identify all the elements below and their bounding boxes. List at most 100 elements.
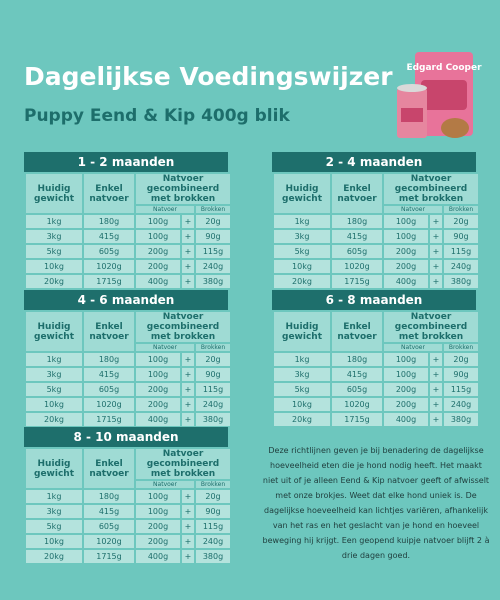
cell: 380g xyxy=(444,275,479,288)
cell: 1715g xyxy=(332,275,382,288)
cell: + xyxy=(182,215,194,228)
note: Deze richtlijnen geven je bij benadering… xyxy=(262,446,490,560)
cell: 200g xyxy=(136,260,180,273)
cell: 400g xyxy=(384,275,428,288)
cell: 5kg xyxy=(274,383,330,396)
table-title: 4 - 6 maanden xyxy=(24,290,228,310)
cell: 200g xyxy=(384,398,428,411)
cell: 20g xyxy=(196,490,231,503)
cell: 380g xyxy=(444,413,479,426)
cell: 10kg xyxy=(26,535,82,548)
cell: 1020g xyxy=(84,535,134,548)
data-row: 1kg 180g 100g +20g xyxy=(26,490,231,503)
subcolumn-header: Natvoer xyxy=(136,344,194,351)
cell: 100g xyxy=(384,353,428,366)
cell: 400g xyxy=(136,550,180,563)
cell: 200g xyxy=(384,245,428,258)
cell: + xyxy=(182,383,194,396)
cell: + xyxy=(182,275,194,288)
data-row: 5kg 605g 200g +115g xyxy=(26,383,231,396)
title: Dagelijkse Voedingswijzer xyxy=(24,62,393,91)
cell: + xyxy=(430,368,442,381)
subcolumn-header: Brokken xyxy=(444,206,479,213)
cell: 1kg xyxy=(274,353,330,366)
cell: 10kg xyxy=(26,398,82,411)
table-title: 2 - 4 maanden xyxy=(272,152,476,172)
table-grid: Huidig gewicht Enkel natvoer Natvoer gecom… xyxy=(272,310,480,428)
subcolumn-header: Natvoer xyxy=(136,481,194,488)
cell: 1020g xyxy=(332,260,382,273)
cell: 415g xyxy=(332,368,382,381)
subcolumn-header: Brokken xyxy=(444,344,479,351)
cell: 100g xyxy=(136,368,180,381)
data-row: 5kg 605g 200g +115g xyxy=(26,245,231,258)
cell: 200g xyxy=(136,383,180,396)
cell: 20kg xyxy=(26,413,82,426)
cell: + xyxy=(182,230,194,243)
cell: 3kg xyxy=(26,368,82,381)
cell: 200g xyxy=(384,260,428,273)
cell: + xyxy=(430,245,442,258)
column-header: Natvoer gecombineerd met brokken xyxy=(136,449,231,479)
column-header: Huidig gewicht xyxy=(26,312,82,351)
cell: 415g xyxy=(84,368,134,381)
feeding-table: 6 - 8 maanden Huidig gewicht Enkel natvoer… xyxy=(272,290,479,428)
product-image: Edgard Cooper xyxy=(397,52,482,138)
cell: 240g xyxy=(444,398,479,411)
cell: 180g xyxy=(84,353,134,366)
header-row: Huidig gewicht Enkel natvoer Natvoer gecom… xyxy=(26,174,231,213)
data-row: 20kg 1715g 400g +380g xyxy=(26,413,231,426)
cell: 1715g xyxy=(84,550,134,563)
cell: 90g xyxy=(196,368,231,381)
brand: Edgard Cooper xyxy=(406,63,482,73)
column-header: Enkel natvoer xyxy=(332,312,382,351)
cell: 100g xyxy=(136,353,180,366)
cell: + xyxy=(182,535,194,548)
cell: + xyxy=(182,505,194,518)
cell: 100g xyxy=(136,490,180,503)
column-header: Enkel natvoer xyxy=(84,312,134,351)
data-row: 3kg 415g 100g +90g xyxy=(26,368,231,381)
column-header: Enkel natvoer xyxy=(84,449,134,488)
data-row: 1kg 180g 100g +20g xyxy=(274,353,479,366)
cell: 5kg xyxy=(26,520,82,533)
cell: 3kg xyxy=(26,230,82,243)
cell: 5kg xyxy=(274,245,330,258)
header-row: Huidig gewicht Enkel natvoer Natvoer gecom… xyxy=(274,174,479,213)
cell: 3kg xyxy=(274,230,330,243)
cell: 20kg xyxy=(26,550,82,563)
data-row: 10kg 1020g 200g +240g xyxy=(274,260,479,273)
cell: 605g xyxy=(84,245,134,258)
column-header: Enkel natvoer xyxy=(332,174,382,213)
cell: 100g xyxy=(136,215,180,228)
subcolumn-header: Natvoer xyxy=(384,206,442,213)
cell: + xyxy=(430,398,442,411)
header-row: Huidig gewicht Enkel natvoer Natvoer gecom… xyxy=(26,449,231,488)
header-row: Huidig gewicht Enkel natvoer Natvoer gecom… xyxy=(274,312,479,351)
cell: 20kg xyxy=(26,275,82,288)
cell: + xyxy=(430,260,442,273)
cell: 115g xyxy=(196,245,231,258)
data-row: 3kg 415g 100g +90g xyxy=(26,505,231,518)
cell: 1kg xyxy=(26,490,82,503)
subheader-row: Natvoer Brokken xyxy=(274,344,479,351)
cell: 1715g xyxy=(84,413,134,426)
data-row: 1kg 180g 100g +20g xyxy=(26,353,231,366)
cell: 115g xyxy=(444,245,479,258)
cell: 100g xyxy=(384,368,428,381)
cell: + xyxy=(182,368,194,381)
data-row: 1kg 180g 100g +20g xyxy=(26,215,231,228)
cell: + xyxy=(182,413,194,426)
cell: 100g xyxy=(384,215,428,228)
cell: 100g xyxy=(384,230,428,243)
cell: 400g xyxy=(136,275,180,288)
cell: 240g xyxy=(196,398,231,411)
data-row: 20kg 1715g 400g +380g xyxy=(26,550,231,563)
cell: 1020g xyxy=(84,398,134,411)
cell: 90g xyxy=(196,230,231,243)
cell: 10kg xyxy=(274,398,330,411)
data-row: 10kg 1020g 200g +240g xyxy=(26,260,231,273)
cell: 20g xyxy=(444,215,479,228)
cell: 605g xyxy=(332,245,382,258)
